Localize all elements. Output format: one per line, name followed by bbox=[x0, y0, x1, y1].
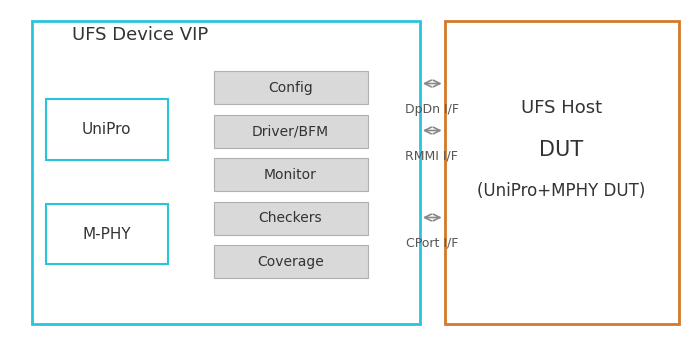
Text: Monitor: Monitor bbox=[264, 168, 317, 182]
Text: DUT: DUT bbox=[539, 140, 584, 160]
Text: M-PHY: M-PHY bbox=[83, 227, 131, 242]
Text: UniPro: UniPro bbox=[82, 122, 132, 137]
Text: Coverage: Coverage bbox=[257, 255, 324, 269]
FancyBboxPatch shape bbox=[214, 115, 368, 148]
Text: RMMI I/F: RMMI I/F bbox=[405, 150, 458, 163]
FancyBboxPatch shape bbox=[214, 202, 368, 235]
Text: (UniPro+MPHY DUT): (UniPro+MPHY DUT) bbox=[477, 182, 645, 200]
FancyBboxPatch shape bbox=[214, 158, 368, 191]
Text: Config: Config bbox=[268, 81, 313, 95]
Text: Driver/BFM: Driver/BFM bbox=[252, 124, 329, 139]
Text: DpDn I/F: DpDn I/F bbox=[405, 103, 459, 116]
Text: CPort I/F: CPort I/F bbox=[406, 237, 458, 250]
FancyBboxPatch shape bbox=[214, 245, 368, 278]
Text: UFS Device VIP: UFS Device VIP bbox=[72, 25, 208, 44]
FancyBboxPatch shape bbox=[214, 71, 368, 104]
Text: UFS Host: UFS Host bbox=[521, 99, 602, 117]
Text: Checkers: Checkers bbox=[259, 211, 322, 226]
